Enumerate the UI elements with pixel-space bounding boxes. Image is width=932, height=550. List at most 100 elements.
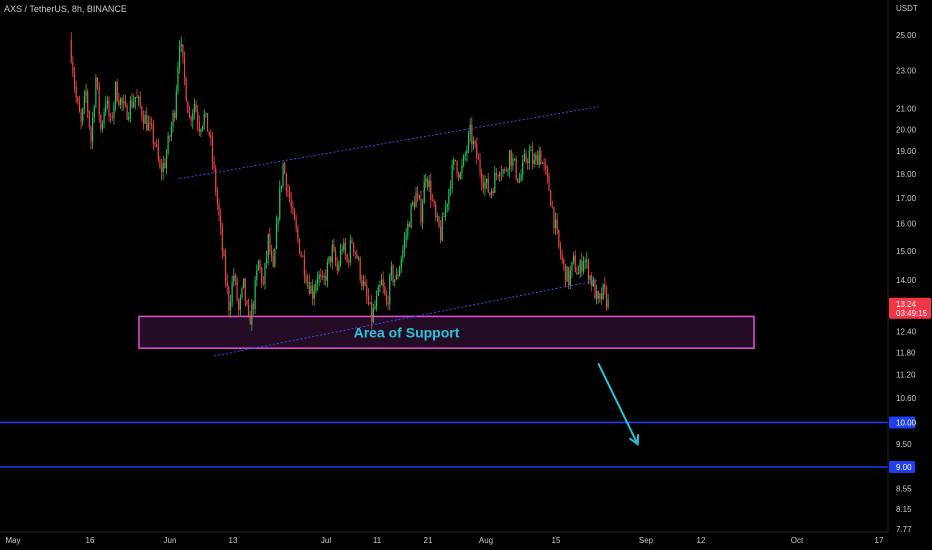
price-tick-label: 18.00 [896,170,917,179]
candle-body [201,125,204,130]
candle-body [349,240,351,263]
candle [146,107,148,132]
candle-body [563,259,565,264]
candle-body [290,199,292,208]
candle [272,248,274,269]
candle-body [502,169,504,174]
candle [530,145,532,152]
candle-body [525,154,527,162]
price-tick-label: 14.00 [896,276,917,285]
candle-body [154,143,156,145]
candle [366,279,368,304]
candle [497,174,499,180]
candle-body [339,250,342,265]
candle-body [438,216,440,227]
candle-body [289,191,291,200]
candle-body [559,245,562,256]
candle [318,270,320,287]
candle-body [233,275,235,282]
candle [170,121,173,141]
channel-upper-line[interactable] [179,106,599,180]
candle-body [175,90,177,118]
candle-body [364,281,366,286]
candle [495,168,498,181]
candle-body [412,202,414,205]
candle-body [272,255,274,267]
candle-body [426,178,429,187]
channel-lower-line[interactable] [213,279,599,357]
candle-body [451,165,453,188]
candle-body [558,229,560,246]
candle [507,167,509,176]
candle-body [471,124,473,145]
candle-body [390,265,392,276]
candle-body [387,302,389,304]
current-price-value: 13.24 [896,300,917,309]
candle [474,139,476,148]
candle [502,168,504,178]
candle-body [200,129,202,132]
support-zone-box[interactable] [138,315,755,349]
candle [420,190,422,227]
candle-body [376,295,378,307]
time-axis[interactable]: May 16 Jun 13 Jul 11 21 Aug 15 Sep 12 Oct 17 [0,531,888,545]
candle [234,272,237,286]
candle [441,211,443,242]
candle-body [440,226,442,241]
candle-body [223,250,225,257]
candle [499,171,501,182]
candle-body [497,175,499,177]
candle [80,108,82,130]
candle-body [554,219,557,228]
candle-body [193,104,195,114]
candle-body [118,101,120,106]
candle [338,260,340,273]
candle-body [243,278,245,288]
candle [90,125,92,150]
candle [357,255,360,262]
time-tick-label: Aug [479,536,493,545]
candle [453,157,455,171]
candle [351,236,353,244]
candle [581,253,583,277]
candle-body [326,262,328,281]
candle [390,261,392,281]
candle-body [490,190,493,195]
candle-body [486,178,488,183]
candle-body [147,123,150,131]
candle-body [441,216,443,241]
price-axis[interactable]: USDT 25.00 23.00 21.00 20.00 19.00 18.00 17.00 1… [887,0,931,534]
candle [558,229,560,249]
candle-body [160,167,163,173]
symbol-title[interactable]: AXS / TetherUS, 8h, BINANCE [4,4,127,14]
candle-body [277,218,279,224]
candle-body [328,256,330,263]
candle-body [489,192,491,195]
candle [551,200,553,209]
candle [279,180,281,222]
candle [607,293,609,310]
time-tick-label: 17 [875,536,884,545]
candle-body [530,150,532,152]
candle-body [604,283,606,290]
candle-body [423,181,425,204]
candle [353,242,355,257]
candle [356,249,358,260]
candle [605,285,608,312]
forecast-arrow[interactable] [597,362,639,445]
candle-body [114,81,117,105]
candle [397,269,399,280]
candle [147,115,150,131]
candle [169,134,171,143]
candle [540,146,542,166]
candle-body [162,162,164,173]
candle-body [515,158,517,179]
candle [458,171,460,182]
annotations-layer: Area of Support [0,106,888,468]
candle [87,88,89,119]
candle [249,311,251,325]
candle-body [467,134,470,150]
candle [75,80,77,104]
candle-body [397,274,399,277]
